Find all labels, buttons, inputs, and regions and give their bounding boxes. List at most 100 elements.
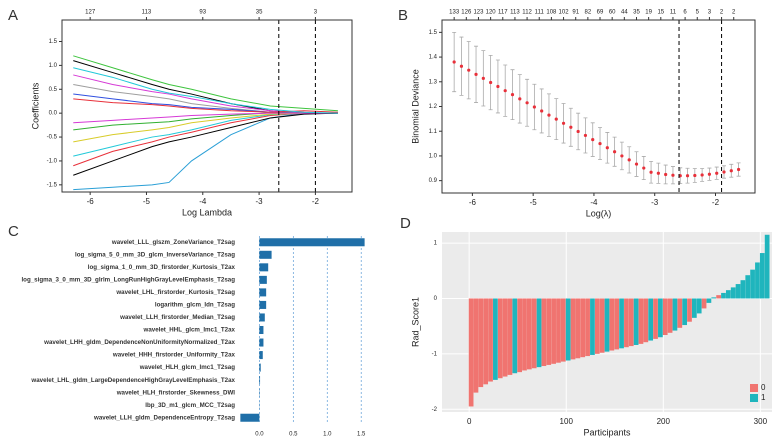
y-tick-label: 0 <box>434 296 438 302</box>
bar <box>570 298 576 360</box>
y-tick-label: -0.5 <box>47 135 58 141</box>
top-tick-label: 60 <box>609 10 616 16</box>
y-tick-label: 1.0 <box>429 154 438 160</box>
bar <box>696 298 702 314</box>
point <box>561 121 566 125</box>
bar <box>735 284 741 299</box>
bar <box>512 298 518 374</box>
top-tick-label: 117 <box>498 10 508 16</box>
point <box>598 141 602 146</box>
point <box>452 60 456 64</box>
category-label: log_sigma_1_0_mm_3D_firstorder_Kurtosis_… <box>88 264 236 271</box>
bar <box>721 292 726 299</box>
y-tick-label: 0.9 <box>429 178 438 184</box>
panel: C 0.0 0.5 1.0 1.5 wavelet_LLL_glszm_ZoneVaria… <box>8 223 366 438</box>
top-tick-label: 3 <box>708 10 712 16</box>
bar <box>691 298 697 318</box>
category-label: wavelet_LLH_gldm_DependenceEntropy_T2sag <box>93 414 235 421</box>
x-axis-title: Log(λ) <box>586 208 612 218</box>
bar <box>638 298 644 344</box>
bar <box>259 300 267 309</box>
bar <box>522 298 527 371</box>
x-tick-label: -6 <box>469 198 477 207</box>
category-label: log_sigma_5_0_mm_3D_glcm_InverseVariance… <box>75 251 235 258</box>
point <box>481 76 485 80</box>
y-tick-label: 1.5 <box>429 30 438 36</box>
top-tick-label: 6 <box>683 10 687 16</box>
bar <box>604 298 610 352</box>
panel: A -6 -5 -4 -3 -2 -1.5 -1.0 -0.5 0.0 0.5 1.0 1.5 127 11… <box>8 7 353 217</box>
point <box>671 173 675 177</box>
bar <box>682 298 688 326</box>
x-tick-label: -4 <box>199 197 207 206</box>
x-tick-label: -5 <box>530 198 538 207</box>
top-tick-label: 2 <box>720 10 724 16</box>
x-tick-label: 0.5 <box>289 432 298 438</box>
top-tick-label: 44 <box>621 10 628 16</box>
point <box>700 173 704 177</box>
x-axis-title: Log Lambda <box>182 207 232 217</box>
point <box>634 162 639 166</box>
category-label: wavelet_LLL_glszm_ZoneVariance_T2sag <box>111 239 235 246</box>
bar <box>483 298 489 385</box>
y-tick-label: -2 <box>432 407 438 413</box>
point <box>642 166 646 170</box>
x-tick-label: -5 <box>143 197 151 206</box>
y-tick-label: 1.2 <box>429 104 438 110</box>
bar <box>240 413 260 422</box>
top-tick-label: 102 <box>559 10 570 16</box>
legend-swatch <box>750 384 758 392</box>
top-tick-label: 120 <box>486 10 497 16</box>
bar <box>609 298 615 351</box>
bar <box>468 298 474 407</box>
y-axis-title: Rad_Score1 <box>410 297 420 347</box>
bar <box>551 298 556 364</box>
bar <box>730 287 736 299</box>
x-tick-label: -4 <box>590 198 598 207</box>
y-tick-label: 1.0 <box>49 63 58 69</box>
x-tick-label: -2 <box>712 198 720 207</box>
point <box>736 167 741 172</box>
bar <box>502 298 508 377</box>
point <box>554 117 558 121</box>
point <box>649 170 653 174</box>
point <box>576 129 580 134</box>
bar <box>711 297 717 299</box>
bar <box>599 298 605 353</box>
bar <box>590 298 595 355</box>
x-tick-label: 200 <box>657 417 671 426</box>
bar <box>706 298 712 303</box>
point <box>540 109 544 113</box>
y-tick-label: 1.3 <box>429 79 438 85</box>
bar <box>478 298 484 388</box>
point <box>569 125 573 129</box>
y-tick-label: -1.0 <box>47 159 58 165</box>
bar <box>740 280 746 299</box>
point <box>656 171 660 175</box>
bar <box>633 298 639 345</box>
bar <box>259 351 263 360</box>
category-label: wavelet_HHH_firstorder_Uniformity_T2ax <box>112 352 236 359</box>
bar <box>259 238 365 247</box>
plot-frame <box>441 19 756 194</box>
point <box>620 154 624 158</box>
point <box>489 80 493 85</box>
top-tick-label: 127 <box>85 10 96 16</box>
x-tick-label: -3 <box>651 198 659 207</box>
bar <box>541 298 547 367</box>
point <box>547 113 551 117</box>
point <box>722 170 726 174</box>
top-tick-label: 111 <box>535 10 545 16</box>
point <box>503 89 507 93</box>
y-axis-title: Coefficients <box>30 82 40 129</box>
bar <box>594 298 600 354</box>
bar <box>259 363 261 372</box>
bar <box>473 298 479 393</box>
x-tick-label: 100 <box>560 417 574 426</box>
top-tick-label: 35 <box>633 10 640 16</box>
point <box>510 93 515 97</box>
coefficient-path <box>73 112 338 176</box>
top-tick-label: 91 <box>572 10 579 16</box>
